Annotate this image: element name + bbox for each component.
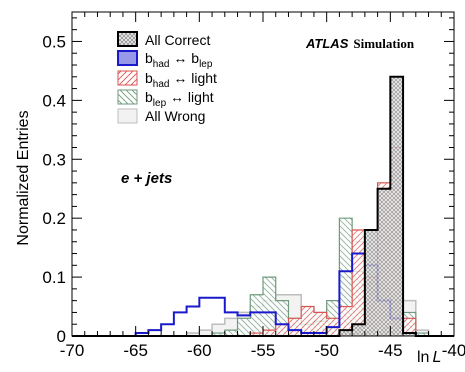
legend-label-bhad-light-mid: ↔ light (169, 70, 217, 86)
y-tick-label: 0.2 (42, 209, 66, 228)
legend-item-all-correct: All Correct (117, 31, 210, 48)
bar-all-correct-23 (364, 229, 378, 336)
legend-label-bhad-light: bhad ↔ light (145, 70, 217, 90)
x-axis-title-prefix: ln (417, 349, 429, 366)
bar-blep-light-15 (263, 277, 276, 336)
bar-bhad-light-19 (313, 312, 327, 336)
bar-all-correct-21 (339, 330, 353, 336)
x-tick-label: -60 (187, 341, 212, 360)
x-tick-label: -45 (378, 341, 403, 360)
x-axis-title-var: L (432, 349, 441, 366)
channel-label: e + jets (121, 170, 172, 187)
legend-label-all-correct: All Correct (145, 32, 210, 48)
axis-ticks (71, 12, 455, 337)
legend: All Correct bhad ↔ blep bhad ↔ light ble… (117, 31, 217, 124)
y-tick-label: 0 (57, 327, 66, 346)
legend-label-bhad-light-sub: had (153, 79, 170, 90)
bar-bhad-light-17 (288, 318, 302, 336)
y-tick-label: 0.4 (42, 91, 66, 110)
legend-label-bhad-blep: bhad ↔ blep (145, 50, 213, 70)
y-tick-label: 0.3 (42, 150, 66, 169)
bar-bhad-light-22 (352, 229, 365, 336)
bar-bhad-light-14 (250, 333, 263, 336)
legend-label-blep-light-mid: ↔ light (166, 89, 214, 105)
legend-label-bhad-blep-sub2: lep (199, 59, 213, 70)
bar-all-correct-24 (377, 188, 391, 336)
x-tick-label: -55 (251, 341, 276, 360)
legend-item-bhad-blep: bhad ↔ blep (117, 50, 213, 70)
plot-area (71, 11, 455, 337)
legend-label-blep-light-sub: lep (153, 98, 167, 109)
y-axis-title: Normalized Entries (15, 110, 32, 245)
bar-blep-light-14 (250, 294, 263, 336)
legend-label-blep-light-b: b (145, 89, 153, 105)
bar-blep-light-11 (212, 333, 225, 336)
legend-item-all-wrong: All Wrong (117, 108, 205, 124)
bar-blep-light-13 (237, 318, 251, 336)
simulation-text: Simulation (353, 36, 414, 51)
x-axis-title: ln L (417, 349, 441, 366)
legend-label-bhad-blep-sub1: had (153, 59, 170, 70)
x-tick-label: -70 (60, 341, 85, 360)
bar-bhad-light-15 (263, 330, 276, 336)
bar-bhad-light-21 (339, 306, 353, 336)
bar-blep-light-27 (415, 333, 429, 336)
bar-all-wrong-11 (212, 324, 225, 336)
legend-label-bhad-blep-mid: ↔ b (169, 50, 199, 66)
legend-swatch-all-correct (117, 31, 138, 47)
legend-label-bhad-blep-b: b (145, 50, 153, 66)
bar-all-wrong-9 (186, 333, 200, 336)
legend-label-all-wrong: All Wrong (145, 108, 205, 124)
bar-bhad-light-26 (403, 318, 416, 336)
bar-all-correct-22 (352, 324, 365, 336)
bar-all-wrong-10 (199, 330, 213, 336)
atlas-text: ATLAS (305, 36, 349, 51)
bar-bhad-light-18 (301, 306, 314, 336)
x-tick-label: -50 (314, 341, 339, 360)
legend-label-blep-light: blep ↔ light (145, 89, 214, 109)
bar-blep-light-12 (224, 330, 238, 336)
x-tick-label: -65 (123, 341, 148, 360)
x-tick-label: -40 (442, 341, 465, 360)
legend-swatch-bhad-light (117, 70, 138, 86)
y-tick-label: 0.5 (42, 32, 66, 51)
bar-all-correct-25 (390, 76, 404, 337)
atlas-label: ATLAS Simulation (305, 36, 415, 51)
legend-swatch-blep-light (117, 89, 138, 105)
bar-all-correct-26 (403, 333, 416, 336)
legend-swatch-all-wrong (117, 108, 138, 124)
legend-item-bhad-light: bhad ↔ light (117, 70, 217, 90)
legend-label-bhad-light-b: b (145, 70, 153, 86)
legend-item-blep-light: blep ↔ light (117, 89, 214, 109)
legend-swatch-bhad-blep (117, 50, 138, 66)
bar-bhad-light-16 (275, 324, 289, 336)
y-tick-label: 0.1 (42, 268, 66, 287)
